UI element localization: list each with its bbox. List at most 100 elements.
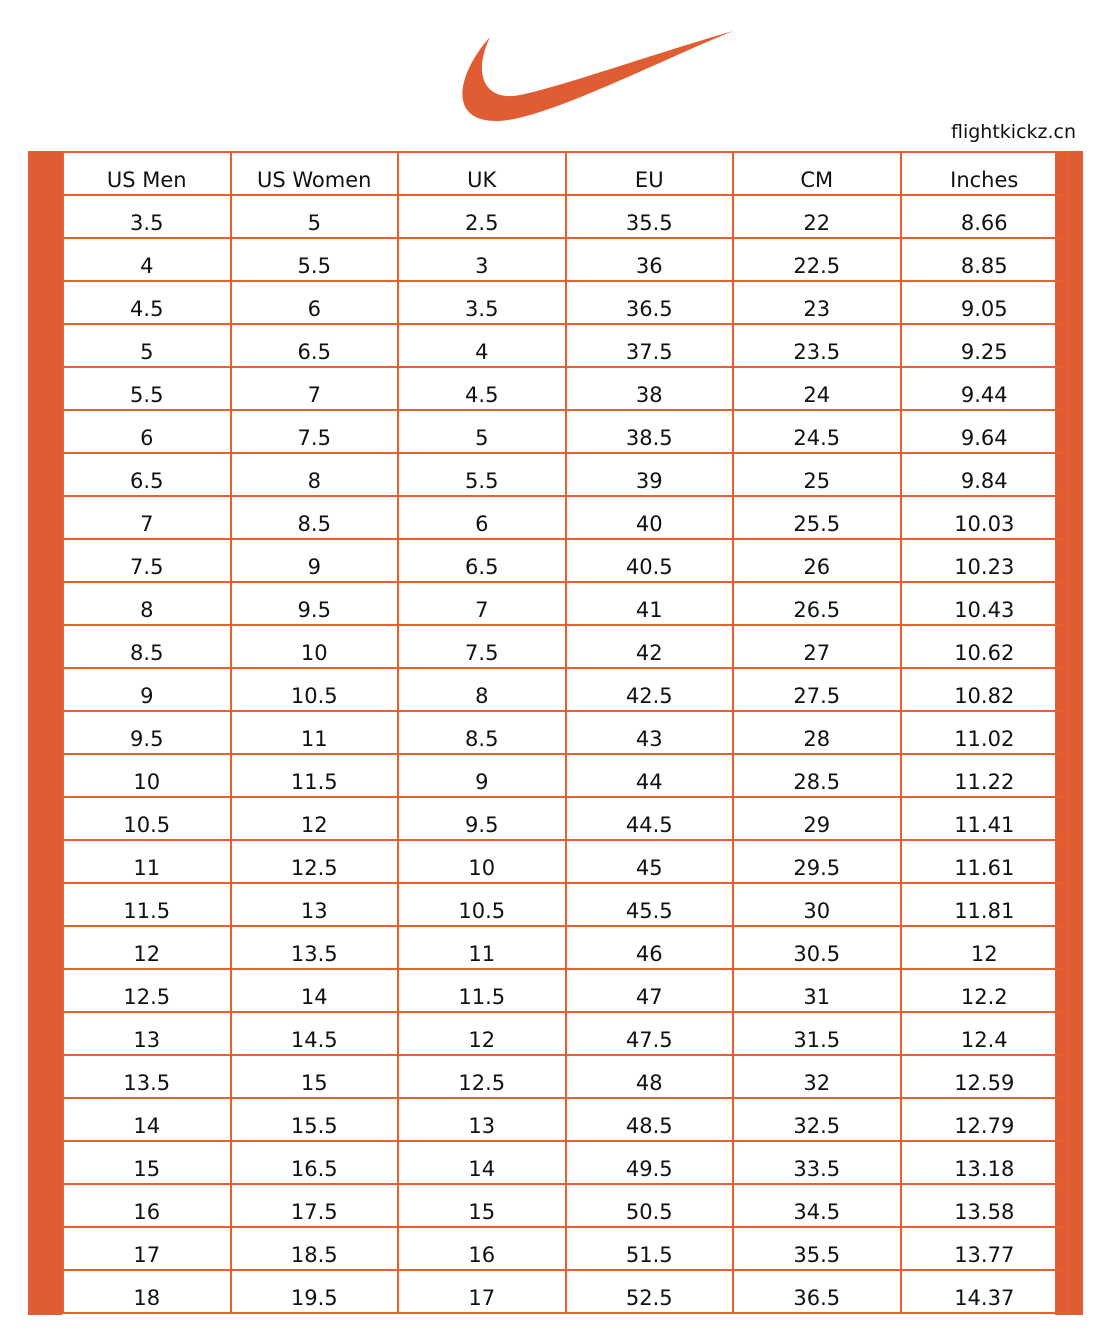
table-cell: 51.5 <box>564 1226 734 1271</box>
table-cell: 52.5 <box>564 1269 734 1314</box>
table-cell: 10 <box>229 624 399 669</box>
table-cell: 6.5 <box>62 452 232 497</box>
table-cell: 36.5 <box>732 1269 902 1314</box>
table-cell: 10 <box>397 839 567 884</box>
table-row: 8.5 10 7.5 42 27 10.62 <box>62 624 1069 669</box>
table-cell: 23 <box>732 280 902 325</box>
table-cell: 6 <box>397 495 567 540</box>
table-row: 9 10.5 8 42.5 27.5 10.82 <box>62 667 1069 712</box>
table-cell: 50.5 <box>564 1183 734 1228</box>
column-header: EU <box>564 151 734 196</box>
table-cell: 35.5 <box>564 194 734 239</box>
table-row: 4.5 6 3.5 36.5 23 9.05 <box>62 280 1069 325</box>
table-cell: 44.5 <box>564 796 734 841</box>
table-cell: 9.25 <box>899 323 1069 368</box>
table-cell: 6 <box>229 280 399 325</box>
table-cell: 34.5 <box>732 1183 902 1228</box>
table-cell: 4.5 <box>397 366 567 411</box>
table-cell: 17 <box>397 1269 567 1314</box>
table-cell: 8 <box>62 581 232 626</box>
table-cell: 10.82 <box>899 667 1069 712</box>
table-cell: 14 <box>229 968 399 1013</box>
table-cell: 8.66 <box>899 194 1069 239</box>
table-cell: 33.5 <box>732 1140 902 1185</box>
table-cell: 29.5 <box>732 839 902 884</box>
table-cell: 13.5 <box>62 1054 232 1099</box>
table-cell: 8.5 <box>62 624 232 669</box>
table-cell: 41 <box>564 581 734 626</box>
table-cell: 47 <box>564 968 734 1013</box>
table-row: 13 14.5 12 47.5 31.5 12.4 <box>62 1011 1069 1056</box>
table-cell: 24 <box>732 366 902 411</box>
table-cell: 11 <box>229 710 399 755</box>
table-cell: 11.5 <box>397 968 567 1013</box>
table-cell: 35.5 <box>732 1226 902 1271</box>
table-cell: 32.5 <box>732 1097 902 1142</box>
column-header: Inches <box>899 151 1069 196</box>
table-row: 9.5 11 8.5 43 28 11.02 <box>62 710 1069 755</box>
table-cell: 24.5 <box>732 409 902 454</box>
table-cell: 12.2 <box>899 968 1069 1013</box>
left-accent-bar <box>28 151 62 1315</box>
table-cell: 7 <box>397 581 567 626</box>
column-header: US Men <box>62 151 232 196</box>
table-row: 15 16.5 14 49.5 33.5 13.18 <box>62 1140 1069 1185</box>
table-cell: 48.5 <box>564 1097 734 1142</box>
table-cell: 5.5 <box>397 452 567 497</box>
table-cell: 30 <box>732 882 902 927</box>
table-cell: 45.5 <box>564 882 734 927</box>
header-row: US Men US Women UK EU CM Inches <box>62 151 1069 196</box>
table-cell: 37.5 <box>564 323 734 368</box>
table-cell: 13.77 <box>899 1226 1069 1271</box>
table-cell: 12 <box>62 925 232 970</box>
table-cell: 13 <box>62 1011 232 1056</box>
table-cell: 47.5 <box>564 1011 734 1056</box>
table-cell: 11.22 <box>899 753 1069 798</box>
table-row: 8 9.5 7 41 26.5 10.43 <box>62 581 1069 626</box>
table-cell: 11.81 <box>899 882 1069 927</box>
table-cell: 13.5 <box>229 925 399 970</box>
table-cell: 26.5 <box>732 581 902 626</box>
table-cell: 9 <box>397 753 567 798</box>
table-cell: 3.5 <box>397 280 567 325</box>
table-cell: 9.5 <box>397 796 567 841</box>
table-row: 7.5 9 6.5 40.5 26 10.23 <box>62 538 1069 583</box>
table-cell: 26 <box>732 538 902 583</box>
table-cell: 15 <box>397 1183 567 1228</box>
table-cell: 16 <box>62 1183 232 1228</box>
table-cell: 38.5 <box>564 409 734 454</box>
table-cell: 7.5 <box>62 538 232 583</box>
table-cell: 10.23 <box>899 538 1069 583</box>
table-cell: 46 <box>564 925 734 970</box>
table-cell: 7.5 <box>397 624 567 669</box>
table-cell: 8 <box>397 667 567 712</box>
table-row: 16 17.5 15 50.5 34.5 13.58 <box>62 1183 1069 1228</box>
table-cell: 3 <box>397 237 567 282</box>
table-cell: 15 <box>229 1054 399 1099</box>
table-cell: 13.58 <box>899 1183 1069 1228</box>
table-cell: 12.5 <box>397 1054 567 1099</box>
table-cell: 6.5 <box>397 538 567 583</box>
column-header: US Women <box>229 151 399 196</box>
table-cell: 7 <box>229 366 399 411</box>
table-cell: 15 <box>62 1140 232 1185</box>
table-cell: 9 <box>62 667 232 712</box>
table-row: 5.5 7 4.5 38 24 9.44 <box>62 366 1069 411</box>
table-cell: 12.5 <box>62 968 232 1013</box>
table-cell: 11.5 <box>229 753 399 798</box>
table-cell: 4 <box>397 323 567 368</box>
table-cell: 10.03 <box>899 495 1069 540</box>
table-cell: 6.5 <box>229 323 399 368</box>
website-label: flightkickz.cn <box>951 121 1077 143</box>
table-cell: 44 <box>564 753 734 798</box>
table-cell: 17 <box>62 1226 232 1271</box>
table-row: 11.5 13 10.5 45.5 30 11.81 <box>62 882 1069 927</box>
table-cell: 23.5 <box>732 323 902 368</box>
table-cell: 8.5 <box>397 710 567 755</box>
table-cell: 49.5 <box>564 1140 734 1185</box>
table-cell: 13 <box>397 1097 567 1142</box>
table-cell: 28 <box>732 710 902 755</box>
table-cell: 9.5 <box>229 581 399 626</box>
table-cell: 10.62 <box>899 624 1069 669</box>
table-row: 11 12.5 10 45 29.5 11.61 <box>62 839 1069 884</box>
